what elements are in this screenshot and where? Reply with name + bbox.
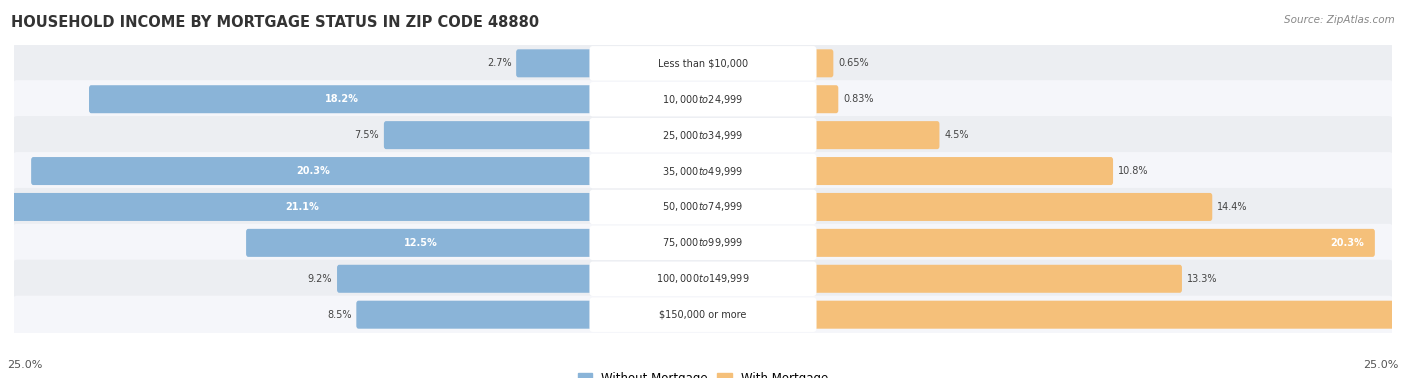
Text: $35,000 to $49,999: $35,000 to $49,999 <box>662 164 744 178</box>
FancyBboxPatch shape <box>13 260 1393 298</box>
Text: 2.7%: 2.7% <box>486 58 512 68</box>
Text: $10,000 to $24,999: $10,000 to $24,999 <box>662 93 744 106</box>
Text: Source: ZipAtlas.com: Source: ZipAtlas.com <box>1284 15 1395 25</box>
FancyBboxPatch shape <box>8 193 595 221</box>
FancyBboxPatch shape <box>589 46 817 81</box>
FancyBboxPatch shape <box>589 226 817 260</box>
Text: 25.0%: 25.0% <box>1364 361 1399 370</box>
FancyBboxPatch shape <box>589 262 817 296</box>
Text: HOUSEHOLD INCOME BY MORTGAGE STATUS IN ZIP CODE 48880: HOUSEHOLD INCOME BY MORTGAGE STATUS IN Z… <box>11 15 540 30</box>
FancyBboxPatch shape <box>589 82 817 116</box>
FancyBboxPatch shape <box>13 224 1393 262</box>
Text: $50,000 to $74,999: $50,000 to $74,999 <box>662 200 744 214</box>
Text: 7.5%: 7.5% <box>354 130 380 140</box>
FancyBboxPatch shape <box>337 265 595 293</box>
Text: 25.0%: 25.0% <box>7 361 42 370</box>
FancyBboxPatch shape <box>589 118 817 152</box>
FancyBboxPatch shape <box>89 85 595 113</box>
FancyBboxPatch shape <box>811 265 1182 293</box>
FancyBboxPatch shape <box>13 188 1393 226</box>
FancyBboxPatch shape <box>811 85 838 113</box>
FancyBboxPatch shape <box>589 154 817 188</box>
FancyBboxPatch shape <box>13 44 1393 82</box>
Text: $75,000 to $99,999: $75,000 to $99,999 <box>662 236 744 249</box>
FancyBboxPatch shape <box>13 116 1393 154</box>
FancyBboxPatch shape <box>589 297 817 332</box>
Text: 21.1%: 21.1% <box>285 202 319 212</box>
FancyBboxPatch shape <box>811 157 1114 185</box>
Legend: Without Mortgage, With Mortgage: Without Mortgage, With Mortgage <box>574 367 832 378</box>
Text: 9.2%: 9.2% <box>308 274 332 284</box>
FancyBboxPatch shape <box>516 49 595 77</box>
Text: $150,000 or more: $150,000 or more <box>659 310 747 320</box>
Text: 8.5%: 8.5% <box>328 310 352 320</box>
FancyBboxPatch shape <box>811 229 1375 257</box>
FancyBboxPatch shape <box>811 121 939 149</box>
Text: 20.3%: 20.3% <box>1330 238 1364 248</box>
Text: 4.5%: 4.5% <box>945 130 969 140</box>
Text: 12.5%: 12.5% <box>404 238 437 248</box>
FancyBboxPatch shape <box>246 229 595 257</box>
FancyBboxPatch shape <box>811 49 834 77</box>
FancyBboxPatch shape <box>356 301 595 329</box>
Text: 0.83%: 0.83% <box>844 94 873 104</box>
Text: 18.2%: 18.2% <box>325 94 359 104</box>
FancyBboxPatch shape <box>13 80 1393 118</box>
Text: 14.4%: 14.4% <box>1218 202 1247 212</box>
Text: 10.8%: 10.8% <box>1118 166 1149 176</box>
FancyBboxPatch shape <box>811 193 1212 221</box>
FancyBboxPatch shape <box>384 121 595 149</box>
FancyBboxPatch shape <box>13 152 1393 190</box>
Text: 20.3%: 20.3% <box>297 166 330 176</box>
Text: 0.65%: 0.65% <box>838 58 869 68</box>
FancyBboxPatch shape <box>31 157 595 185</box>
Text: $25,000 to $34,999: $25,000 to $34,999 <box>662 129 744 142</box>
Text: 13.3%: 13.3% <box>1187 274 1218 284</box>
FancyBboxPatch shape <box>589 190 817 224</box>
Text: $100,000 to $149,999: $100,000 to $149,999 <box>657 272 749 285</box>
Text: Less than $10,000: Less than $10,000 <box>658 58 748 68</box>
FancyBboxPatch shape <box>811 301 1406 329</box>
FancyBboxPatch shape <box>13 296 1393 334</box>
